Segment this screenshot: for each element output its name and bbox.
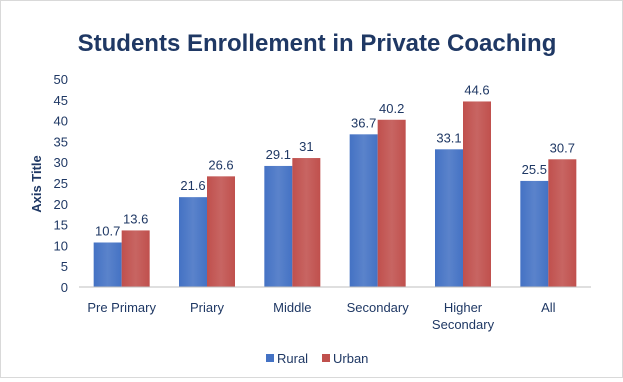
data-label-rural-secondary: 36.7 <box>351 115 376 130</box>
x-tick-label: Secondary <box>347 300 410 315</box>
bar-urban-priary <box>207 176 235 287</box>
x-axis-labels: Pre Primary Priary Middle Secondary Higher Se… <box>87 300 555 332</box>
y-tick-label: 20 <box>54 197 68 212</box>
y-tick-label: 0 <box>61 280 68 295</box>
bar-rural-secondary <box>349 134 378 287</box>
data-label-rural-middle: 29.1 <box>266 147 291 162</box>
bar-urban-pre-primary <box>121 230 150 287</box>
data-label-urban-higher-secondary: 44.6 <box>464 82 489 97</box>
bar-urban-higher-secondary <box>463 101 491 288</box>
y-tick-label: 30 <box>54 155 68 170</box>
legend-swatch-rural <box>266 354 274 362</box>
x-tick-label: Pre Primary <box>87 300 156 315</box>
legend-swatch-urban <box>322 354 330 362</box>
bar-rural-higher-secondary <box>435 149 463 287</box>
legend: Rural Urban <box>266 351 368 366</box>
y-tick-label: 5 <box>61 259 68 274</box>
data-label-rural-higher-secondary: 33.1 <box>436 130 461 145</box>
data-label-rural-priary: 21.6 <box>180 178 205 193</box>
bar-rural-priary <box>179 197 207 287</box>
x-tick-label: Higher Secondary <box>432 300 495 332</box>
data-label-urban-priary: 26.6 <box>208 157 233 172</box>
data-label-urban-secondary: 40.2 <box>379 101 404 116</box>
bar-rural-middle <box>264 165 293 287</box>
y-tick-label: 50 <box>54 72 68 87</box>
legend-label-rural: Rural <box>277 351 308 366</box>
data-label-rural-all: 25.5 <box>522 162 547 177</box>
y-tick-label: 35 <box>54 134 68 149</box>
y-tick-label: 15 <box>54 218 68 233</box>
y-axis-title: Axis Title <box>29 155 44 213</box>
y-axis-ticks: 0 5 10 15 20 25 30 35 40 45 50 <box>54 72 68 295</box>
x-tick-label: Priary <box>190 300 224 315</box>
y-tick-label: 40 <box>54 114 68 129</box>
data-label-rural-pre-primary: 10.7 <box>95 223 120 238</box>
data-label-urban-pre-primary: 13.6 <box>123 211 148 226</box>
x-tick-label: Middle <box>273 300 311 315</box>
bar-rural-pre-primary <box>93 242 122 287</box>
bar-urban-secondary <box>377 119 406 287</box>
data-label-urban-middle: 31 <box>299 139 313 154</box>
bars: 10.7 21.6 29.1 36.7 33.1 25.5 13.6 26.6 31 40.2 44… <box>93 82 577 288</box>
x-tick-label: All <box>541 300 556 315</box>
data-label-urban-all: 30.7 <box>550 140 575 155</box>
bar-rural-all <box>520 180 549 287</box>
chart-title: Students Enrollement in Private Coaching <box>78 30 557 57</box>
y-tick-label: 10 <box>54 238 68 253</box>
bar-urban-all <box>548 159 577 287</box>
y-tick-label: 25 <box>54 176 68 191</box>
y-tick-label: 45 <box>54 93 68 108</box>
bar-urban-middle <box>292 158 321 287</box>
legend-label-urban: Urban <box>333 351 368 366</box>
